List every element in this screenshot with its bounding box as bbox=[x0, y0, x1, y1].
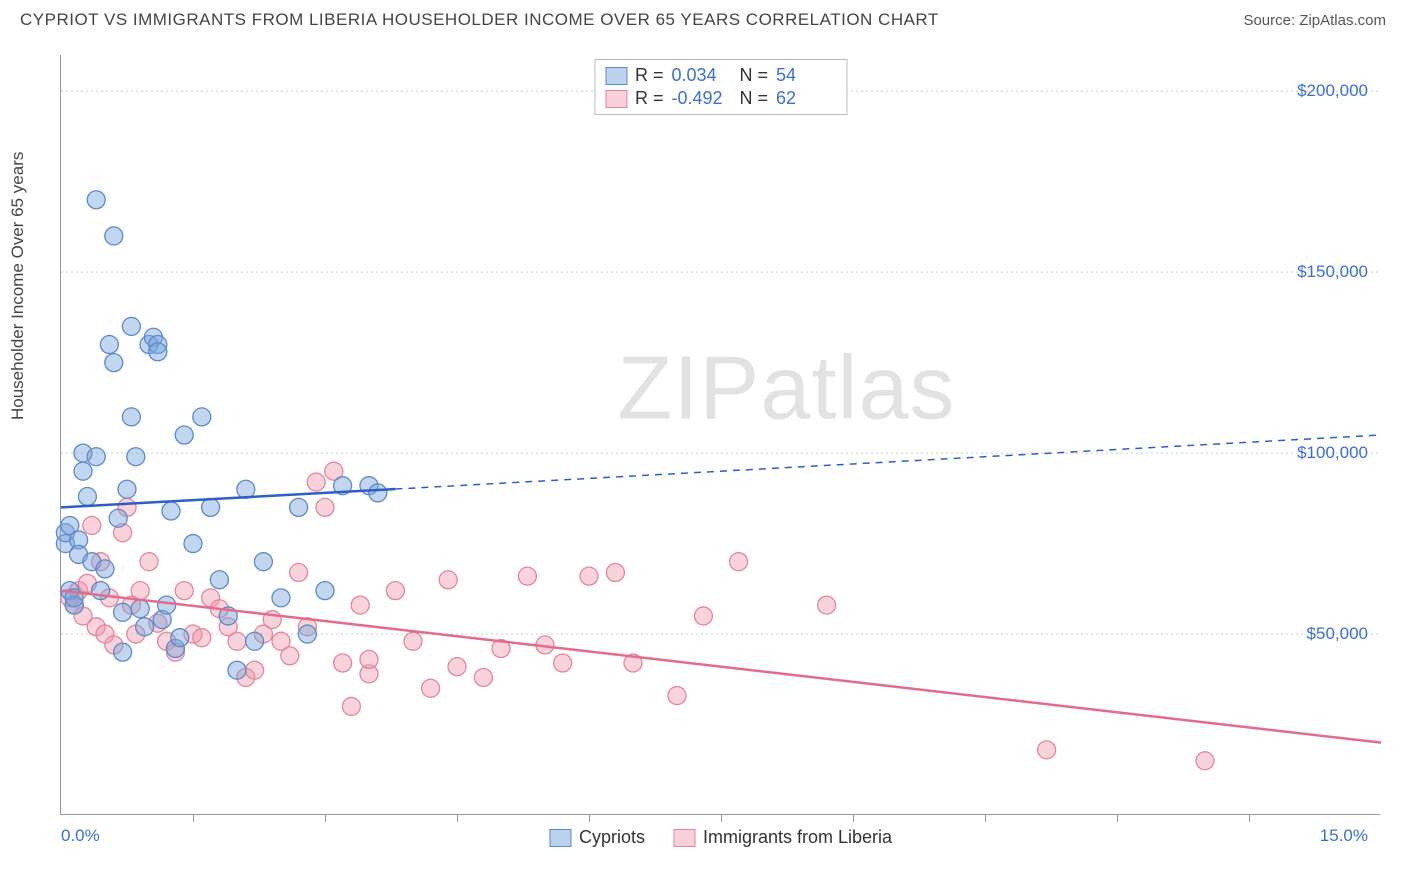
r-value: 0.034 bbox=[672, 65, 732, 86]
r-value: -0.492 bbox=[672, 88, 732, 109]
chart-source: Source: ZipAtlas.com bbox=[1243, 12, 1386, 29]
r-label: R = bbox=[635, 65, 664, 86]
x-tick bbox=[721, 814, 722, 822]
n-value: 62 bbox=[776, 88, 836, 109]
legend-stats-row: R = -0.492 N = 62 bbox=[605, 87, 836, 110]
y-axis-label: Householder Income Over 65 years bbox=[8, 152, 28, 420]
legend-stats-row: R = 0.034 N = 54 bbox=[605, 64, 836, 87]
y-tick-label: $200,000 bbox=[1297, 81, 1368, 101]
n-value: 54 bbox=[776, 65, 836, 86]
legend-series: Cypriots Immigrants from Liberia bbox=[549, 827, 892, 848]
x-axis-max-label: 15.0% bbox=[1320, 826, 1368, 846]
swatch-blue-icon bbox=[549, 829, 571, 847]
chart-plot-area: ZIPatlas R = 0.034 N = 54 R = -0.492 N =… bbox=[60, 55, 1380, 815]
swatch-pink-icon bbox=[605, 90, 627, 108]
y-tick-label: $150,000 bbox=[1297, 262, 1368, 282]
x-tick bbox=[1117, 814, 1118, 822]
legend-label: Cypriots bbox=[579, 827, 645, 848]
x-axis-min-label: 0.0% bbox=[61, 826, 100, 846]
scatter-svg bbox=[61, 55, 1380, 814]
x-tick bbox=[193, 814, 194, 822]
y-tick-label: $100,000 bbox=[1297, 443, 1368, 463]
legend-item: Cypriots bbox=[549, 827, 645, 848]
r-label: R = bbox=[635, 88, 664, 109]
swatch-pink-icon bbox=[673, 829, 695, 847]
x-tick bbox=[325, 814, 326, 822]
x-tick bbox=[853, 814, 854, 822]
legend-item: Immigrants from Liberia bbox=[673, 827, 892, 848]
x-tick bbox=[985, 814, 986, 822]
x-tick bbox=[1249, 814, 1250, 822]
x-tick bbox=[457, 814, 458, 822]
y-tick-label: $50,000 bbox=[1307, 624, 1368, 644]
x-tick bbox=[589, 814, 590, 822]
chart-title: CYPRIOT VS IMMIGRANTS FROM LIBERIA HOUSE… bbox=[20, 10, 939, 30]
swatch-blue-icon bbox=[605, 67, 627, 85]
n-label: N = bbox=[740, 65, 769, 86]
legend-label: Immigrants from Liberia bbox=[703, 827, 892, 848]
n-label: N = bbox=[740, 88, 769, 109]
legend-stats: R = 0.034 N = 54 R = -0.492 N = 62 bbox=[594, 59, 847, 115]
